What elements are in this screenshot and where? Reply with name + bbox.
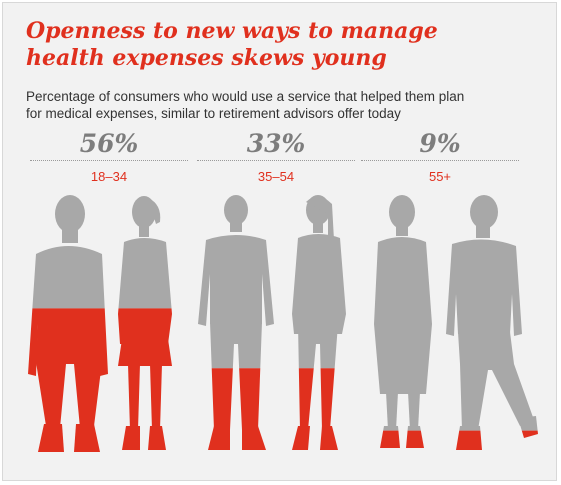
page-title: Openness to new ways to manage health ex… <box>26 18 546 72</box>
title-line-2: health expenses skews young <box>26 45 387 71</box>
category-label-35-54: 35–54 <box>257 169 295 184</box>
subtitle: Percentage of consumers who would use a … <box>26 88 546 122</box>
divider-55-plus <box>361 160 519 161</box>
divider-18-34 <box>30 160 188 161</box>
value-label-18-34: 56% <box>79 129 139 158</box>
title-line-1: Openness to new ways to manage <box>26 18 438 44</box>
category-label-55-plus: 55+ <box>428 169 452 184</box>
divider-35-54 <box>197 160 355 161</box>
value-label-35-54: 33% <box>246 129 306 158</box>
value-label-55-plus: 9% <box>419 129 461 158</box>
figure-pair-55-plus <box>374 195 538 450</box>
bar-18-34 <box>28 308 172 452</box>
age-group-18-34: 56% 18–34 <box>30 128 188 185</box>
figure-pair-18-34 <box>28 195 172 452</box>
subtitle-line-2: for medical expenses, similar to retirem… <box>26 106 401 121</box>
figure-pair-35-54 <box>198 195 346 450</box>
category-label-18-34: 18–34 <box>90 169 128 184</box>
age-group-35-54: 33% 35–54 <box>197 128 355 185</box>
subtitle-line-1: Percentage of consumers who would use a … <box>26 89 465 104</box>
age-group-55-plus: 9% 55+ <box>361 128 519 185</box>
